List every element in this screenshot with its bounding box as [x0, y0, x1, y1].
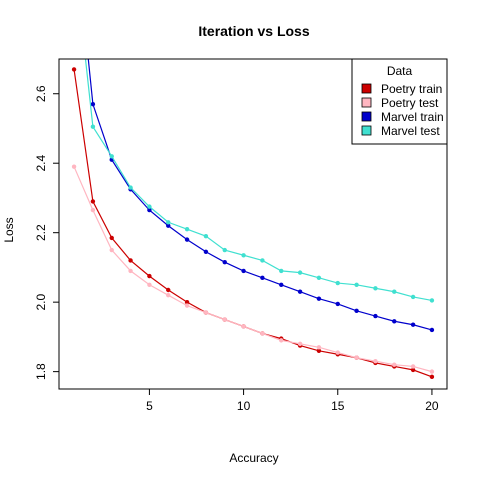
data-point — [241, 324, 246, 329]
data-point — [429, 369, 435, 374]
data-point — [335, 350, 340, 355]
data-point — [147, 204, 152, 209]
data-point — [354, 355, 359, 360]
data-point — [222, 317, 227, 322]
data-point — [166, 287, 171, 293]
data-point — [279, 282, 284, 287]
y-tick-label: 2.0 — [34, 293, 48, 310]
legend-swatch — [361, 111, 372, 122]
data-point — [316, 296, 322, 301]
data-point — [166, 220, 171, 225]
data-point — [184, 299, 190, 305]
data-point — [316, 275, 322, 281]
data-point — [335, 301, 340, 307]
data-point — [109, 154, 114, 159]
legend-title: Data — [387, 64, 413, 78]
chart-title: Iteration vs Loss — [198, 23, 309, 39]
data-point — [373, 359, 378, 364]
legend-swatch — [361, 83, 372, 94]
data-point — [184, 237, 190, 242]
y-axis-label: Loss — [2, 217, 16, 242]
series-line-4 — [84, 59, 433, 302]
data-point — [222, 247, 227, 253]
y-tick-label: 2.2 — [34, 224, 48, 241]
data-point — [316, 345, 322, 350]
legend-label: Poetry test — [381, 96, 439, 110]
data-point — [297, 289, 303, 294]
data-point — [147, 282, 152, 287]
x-tick-label: 5 — [146, 399, 153, 413]
legend-label: Marvel test — [381, 124, 440, 138]
data-point — [166, 223, 171, 228]
data-point — [429, 327, 435, 333]
data-point — [260, 258, 265, 263]
data-point — [410, 364, 416, 369]
data-point — [410, 294, 416, 300]
data-point — [90, 207, 96, 213]
data-point — [279, 338, 284, 343]
data-point — [222, 260, 227, 265]
data-point — [71, 67, 77, 72]
legend-label: Marvel train — [381, 110, 444, 124]
data-point — [90, 101, 96, 107]
data-point — [147, 273, 152, 279]
data-point — [203, 310, 209, 315]
plot-frame — [58, 58, 448, 390]
data-point — [373, 286, 378, 291]
data-point — [166, 293, 171, 298]
legend-swatch — [361, 125, 372, 136]
data-point — [354, 308, 359, 314]
data-point — [109, 235, 114, 241]
data-point — [109, 247, 114, 253]
data-point — [260, 275, 265, 281]
x-axis: 5 10 15 20 — [146, 389, 439, 413]
data-point — [392, 289, 397, 294]
x-tick-label: 10 — [237, 399, 251, 413]
data-point — [184, 227, 190, 232]
data-point — [90, 124, 96, 129]
data-point — [128, 185, 133, 190]
y-tick-label: 2.4 — [34, 155, 48, 172]
data-point — [128, 268, 133, 274]
data-point — [241, 253, 246, 258]
data-point — [128, 258, 133, 263]
data-point — [147, 207, 152, 213]
data-point — [335, 280, 340, 286]
data-point — [297, 341, 303, 347]
data-point — [279, 268, 284, 274]
data-point — [354, 282, 359, 287]
data-point — [260, 331, 265, 336]
data-point — [90, 199, 96, 204]
y-axis: 1.8 2.0 2.2 2.4 2.6 — [34, 85, 59, 380]
x-axis-label: Accuracy — [229, 451, 278, 465]
x-tick-label: 15 — [331, 399, 345, 413]
series-line-3 — [87, 59, 433, 331]
data-point — [410, 367, 416, 373]
data-point — [410, 322, 416, 327]
data-point — [392, 362, 397, 367]
data-point — [184, 303, 190, 308]
data-point — [203, 233, 209, 239]
plot-area — [71, 59, 435, 380]
data-point — [297, 270, 303, 275]
data-point — [316, 348, 322, 353]
data-point — [392, 319, 397, 324]
data-point — [429, 298, 435, 303]
y-tick-label: 1.8 — [34, 363, 48, 380]
y-tick-label: 2.6 — [34, 85, 48, 102]
data-point — [203, 249, 209, 254]
data-point — [429, 374, 435, 380]
series-line-2 — [73, 166, 433, 373]
data-point — [241, 268, 246, 274]
data-point — [71, 164, 77, 169]
x-tick-label: 20 — [425, 399, 439, 413]
legend-swatch — [361, 97, 372, 108]
data-point — [373, 313, 378, 319]
legend-label: Poetry train — [381, 82, 442, 96]
